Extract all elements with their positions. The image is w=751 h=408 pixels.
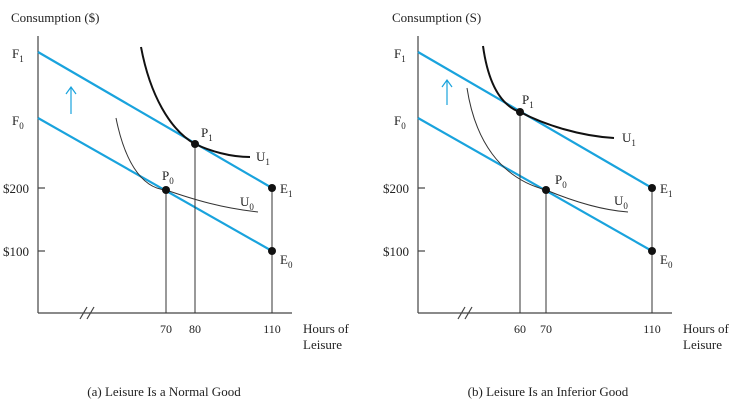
caption: (a) Leisure Is a Normal Good [87, 384, 241, 399]
label-f0: F0 [12, 113, 24, 131]
point-p0 [162, 186, 170, 194]
label-u1: U1 [622, 130, 636, 148]
axis-break-icon [457, 306, 473, 320]
label-100: $100 [3, 244, 29, 259]
point-p1 [191, 140, 199, 148]
y-axis-title: Consumption (S) [392, 10, 481, 25]
point-e0 [268, 247, 276, 255]
x-tick-label: 70 [160, 322, 172, 336]
point-p1 [516, 108, 524, 116]
x-axis-title-line2: Leisure [303, 337, 342, 352]
panel-a: Consumption ($) F1 F0 $200 $100 [3, 10, 350, 399]
up-arrow-icon [65, 85, 77, 114]
caption: (b) Leisure Is an Inferior Good [468, 384, 629, 399]
x-axis-title-line1: Hours of [303, 321, 350, 336]
point-e0 [648, 247, 656, 255]
indifference-curve-u1 [140, 46, 251, 158]
label-e1: E1 [280, 181, 292, 199]
label-200: $200 [383, 181, 409, 196]
indifference-curve-u0 [115, 117, 259, 213]
axis-break-icon [79, 306, 95, 320]
label-p1: P1 [201, 125, 213, 143]
label-f1: F1 [394, 46, 406, 64]
point-e1 [648, 184, 656, 192]
x-axis-title-line1: Hours of [683, 321, 730, 336]
x-tick-label: 60 [514, 322, 526, 336]
x-tick-label: 80 [189, 322, 201, 336]
x-tick-label: 70 [540, 322, 552, 336]
label-100: $100 [383, 244, 409, 259]
x-tick-label: 110 [263, 322, 281, 336]
up-arrow-icon [441, 78, 453, 105]
x-axis-title-line2: Leisure [683, 337, 722, 352]
indifference-curve-u0 [466, 87, 629, 213]
label-u0: U0 [614, 193, 628, 211]
budget-line-f1 [37, 51, 273, 189]
label-e0: E0 [280, 252, 293, 270]
y-axis-title: Consumption ($) [11, 10, 99, 25]
label-p0: P0 [555, 172, 567, 190]
label-u0: U0 [240, 194, 254, 212]
label-200: $200 [3, 181, 29, 196]
panel-b: Consumption (S) F1 F0 $200 $100 [383, 10, 730, 399]
budget-line-f0 [417, 117, 653, 252]
label-f1: F1 [12, 46, 24, 64]
budget-line-f0 [37, 117, 273, 252]
label-p1: P1 [522, 92, 534, 110]
point-e1 [268, 184, 276, 192]
indifference-curve-u1 [482, 45, 615, 139]
label-u1: U1 [256, 149, 270, 167]
point-p0 [542, 186, 550, 194]
label-f0: F0 [394, 113, 406, 131]
label-p0: P0 [162, 168, 174, 186]
label-e1: E1 [660, 181, 672, 199]
x-tick-label: 110 [643, 322, 661, 336]
label-e0: E0 [660, 252, 673, 270]
